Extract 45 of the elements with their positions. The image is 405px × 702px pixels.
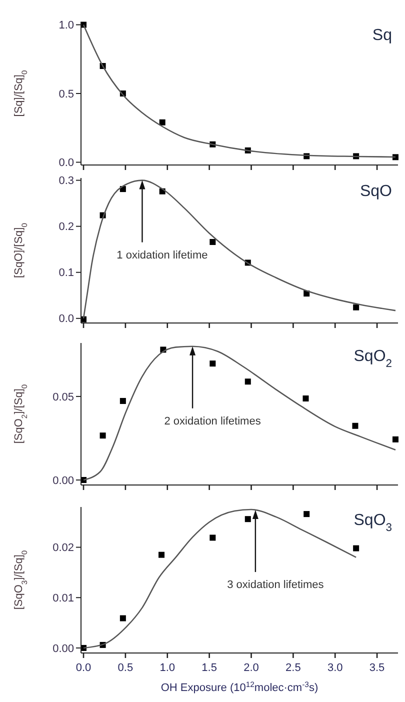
point xyxy=(210,360,216,367)
x-tick-label: 2.5 xyxy=(286,662,301,674)
chart-title: Sq xyxy=(372,27,392,44)
y-tick-label: 0.2 xyxy=(58,221,74,234)
y-tick-label: 0.02 xyxy=(52,542,74,554)
point xyxy=(392,436,398,442)
y-tick-label: 0.0 xyxy=(58,313,74,326)
point xyxy=(120,615,126,622)
text: SqO$_{3}$ xyxy=(354,512,392,534)
annotation: 3 oxidation lifetimes xyxy=(227,579,324,592)
y-tick-label: 0.01 xyxy=(52,592,74,604)
point xyxy=(304,511,310,518)
point xyxy=(100,432,106,439)
point xyxy=(353,545,360,552)
y-tick-label: 0.3 xyxy=(58,175,74,188)
y-tick-label: 0.5 xyxy=(58,88,74,100)
x-tick-label: 3.0 xyxy=(327,662,343,674)
y-tick-label: 0.05 xyxy=(52,391,74,404)
point xyxy=(352,422,358,429)
x-tick-label: 2.0 xyxy=(244,662,259,674)
point xyxy=(159,119,166,126)
point xyxy=(353,304,360,310)
y-tick-label: 0.1 xyxy=(58,267,74,280)
y-tick-label: 0.00 xyxy=(52,474,74,487)
point xyxy=(244,516,251,522)
point xyxy=(210,534,216,541)
point xyxy=(210,238,216,245)
x-tick-label: 3.5 xyxy=(369,662,385,674)
x-tick-label: 1.5 xyxy=(202,662,217,674)
annotation: 2 oxidation lifetimes xyxy=(164,415,262,428)
point xyxy=(392,154,398,160)
x-tick-label: 0.0 xyxy=(76,662,92,674)
y-tick-label: 0.0 xyxy=(58,157,74,170)
point xyxy=(244,378,251,385)
y-tick-label: 1.0 xyxy=(58,20,74,32)
y-tick-label: 0.00 xyxy=(52,642,74,655)
point xyxy=(158,552,165,558)
point xyxy=(120,398,126,404)
chart-title: SqO$_{2}$ xyxy=(354,348,392,370)
x-tick-label: 0.5 xyxy=(118,662,134,674)
chart-title: SqO xyxy=(360,183,392,200)
annotation: 1 oxidation lifetime xyxy=(116,249,208,262)
x-axis-title: OH Exposure (10$^{12}$molec·cm$^{-3}$s) xyxy=(160,680,318,694)
x-tick-label: 1.0 xyxy=(160,662,176,674)
point xyxy=(302,395,309,402)
